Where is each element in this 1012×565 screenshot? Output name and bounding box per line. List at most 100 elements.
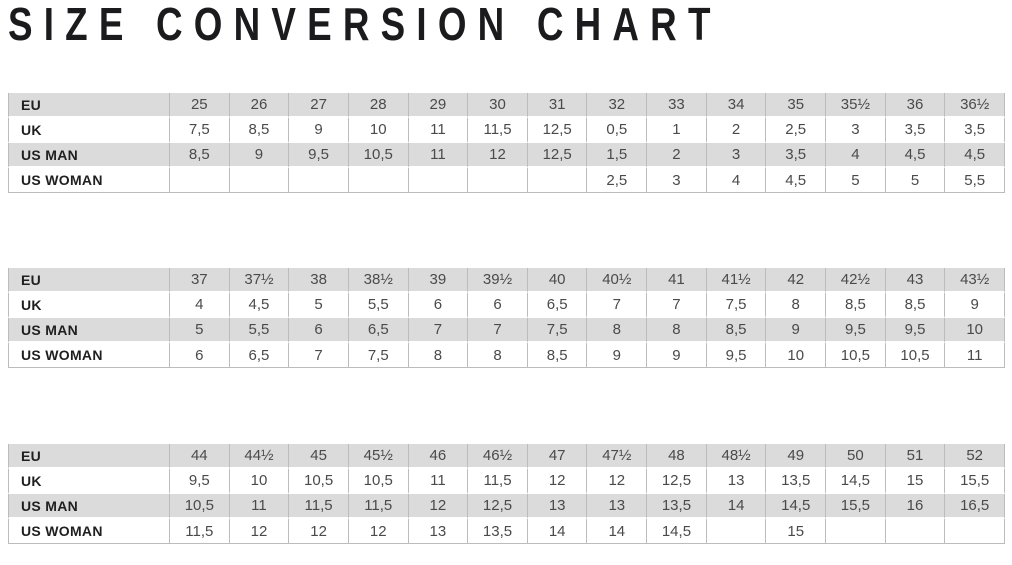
- size-value-cell: 5: [826, 168, 886, 193]
- size-value-cell: 1: [647, 118, 707, 143]
- size-value-cell: 4,5: [945, 143, 1005, 168]
- size-value-cell: 46½: [468, 444, 528, 469]
- size-value-cell: 10,5: [348, 143, 409, 168]
- size-value-cell: 11: [945, 343, 1005, 368]
- size-value-cell: 10,5: [289, 469, 349, 494]
- size-value-cell: 7: [587, 293, 648, 318]
- size-table-25-36: EU 25 26 27 28 29 30 31 32 33 34 35 35½ 36 36½ UK 7,5 8,5…: [8, 93, 1005, 193]
- size-value-cell: 9,5: [826, 318, 886, 343]
- row-label-cell: US MAN: [8, 143, 170, 168]
- size-value-cell: 52: [945, 444, 1005, 469]
- size-value-cell: 8,5: [527, 343, 588, 368]
- size-value-cell: 1,5: [587, 143, 648, 168]
- size-value-cell: 3,5: [945, 118, 1005, 143]
- size-value-cell: [706, 519, 767, 544]
- size-value-cell: 33: [647, 93, 707, 118]
- size-table-37-43: EU 37 37½ 38 38½ 39 39½ 40 40½ 41 41½ 42 42½ 43 43½ UK 4…: [8, 268, 1005, 368]
- size-value-cell: 48½: [706, 444, 767, 469]
- size-value-cell: 2,5: [587, 168, 648, 193]
- size-value-cell: 12,5: [468, 494, 528, 519]
- row-label-cell: UK: [8, 293, 170, 318]
- table-row: US MAN 10,5 11 11,5 11,5 12 12,5 13 13 13,5 14 14,5…: [8, 494, 1005, 519]
- size-value-cell: [229, 168, 290, 193]
- row-label-cell: US WOMAN: [8, 168, 170, 193]
- size-value-cell: 15,5: [826, 494, 886, 519]
- size-value-cell: 3: [647, 168, 707, 193]
- size-value-cell: 5: [289, 293, 349, 318]
- size-value-cell: 10,5: [348, 469, 409, 494]
- size-value-cell: 44½: [229, 444, 290, 469]
- size-value-cell: 39½: [468, 268, 528, 293]
- size-value-cell: 3,5: [885, 118, 946, 143]
- size-value-cell: 27: [289, 93, 349, 118]
- size-value-cell: 4: [170, 293, 230, 318]
- table-row: UK 7,5 8,5 9 10 11 11,5 12,5 0,5 1 2 2,5 3 3,5 3,5: [8, 118, 1005, 143]
- row-label-cell: UK: [8, 469, 170, 494]
- size-value-cell: 2: [706, 118, 767, 143]
- size-value-cell: 35½: [826, 93, 886, 118]
- size-value-cell: 5: [885, 168, 946, 193]
- size-value-cell: 39: [408, 268, 469, 293]
- size-value-cell: 36½: [945, 93, 1005, 118]
- size-value-cell: 42: [766, 268, 827, 293]
- size-value-cell: 13: [587, 494, 648, 519]
- size-value-cell: 7,5: [348, 343, 409, 368]
- row-label-cell: EU: [8, 93, 170, 118]
- size-value-cell: 0,5: [587, 118, 648, 143]
- size-value-cell: 4,5: [229, 293, 290, 318]
- size-value-cell: 6,5: [348, 318, 409, 343]
- size-value-cell: 7: [647, 293, 707, 318]
- size-value-cell: 34: [706, 93, 767, 118]
- table-row: EU 37 37½ 38 38½ 39 39½ 40 40½ 41 41½ 42 42½ 43 43½: [8, 268, 1005, 293]
- size-value-cell: 11: [408, 469, 469, 494]
- size-value-cell: 11,5: [468, 469, 528, 494]
- size-value-cell: 11,5: [170, 519, 230, 544]
- size-value-cell: 7,5: [170, 118, 230, 143]
- size-value-cell: 4,5: [766, 168, 827, 193]
- size-value-cell: 46: [408, 444, 469, 469]
- sizes-eu-37-to-43half: EU 37 37½ 38 38½ 39 39½ 40 40½ 41 41½ 42 42½ 43 43½ UK 4…: [8, 268, 1005, 368]
- size-value-cell: 12,5: [647, 469, 707, 494]
- size-value-cell: 42½: [826, 268, 886, 293]
- size-value-cell: 32: [587, 93, 648, 118]
- row-label-cell: US WOMAN: [8, 343, 170, 368]
- size-value-cell: 45: [289, 444, 349, 469]
- size-value-cell: 10,5: [170, 494, 230, 519]
- size-value-cell: 15: [766, 519, 827, 544]
- size-value-cell: 12,5: [527, 143, 588, 168]
- size-value-cell: 11,5: [289, 494, 349, 519]
- size-value-cell: 2,5: [766, 118, 827, 143]
- size-value-cell: 13: [527, 494, 588, 519]
- size-value-cell: 4: [706, 168, 767, 193]
- size-value-cell: 3: [706, 143, 767, 168]
- size-value-cell: 7: [408, 318, 469, 343]
- size-value-cell: 8,5: [885, 293, 946, 318]
- size-value-cell: 8: [587, 318, 648, 343]
- size-value-cell: 8,5: [229, 118, 290, 143]
- size-value-cell: 10,5: [826, 343, 886, 368]
- size-value-cell: 25: [170, 93, 230, 118]
- size-value-cell: 11: [229, 494, 290, 519]
- size-value-cell: [826, 519, 886, 544]
- size-value-cell: 13: [408, 519, 469, 544]
- table-row: US WOMAN 11,5 12 12 12 13 13,5 14 14 14,5 15: [8, 519, 1005, 544]
- size-value-cell: 41: [647, 268, 707, 293]
- size-value-cell: 3: [826, 118, 886, 143]
- size-value-cell: 5,5: [348, 293, 409, 318]
- size-value-cell: 13: [706, 469, 767, 494]
- table-row: EU 25 26 27 28 29 30 31 32 33 34 35 35½ 36 36½: [8, 93, 1005, 118]
- table-row: EU 44 44½ 45 45½ 46 46½ 47 47½ 48 48½ 49 50 51 52: [8, 444, 1005, 469]
- row-label-cell: US WOMAN: [8, 519, 170, 544]
- table-row: UK 4 4,5 5 5,5 6 6 6,5 7 7 7,5 8 8,5 8,5 9: [8, 293, 1005, 318]
- size-value-cell: 6: [408, 293, 469, 318]
- size-value-cell: [527, 168, 588, 193]
- size-value-cell: [289, 168, 349, 193]
- size-value-cell: 5,5: [229, 318, 290, 343]
- size-value-cell: 51: [885, 444, 946, 469]
- size-value-cell: 6,5: [527, 293, 588, 318]
- size-value-cell: 9: [587, 343, 648, 368]
- size-value-cell: 6,5: [229, 343, 290, 368]
- size-value-cell: 40: [527, 268, 588, 293]
- size-value-cell: 37: [170, 268, 230, 293]
- size-value-cell: 9: [289, 118, 349, 143]
